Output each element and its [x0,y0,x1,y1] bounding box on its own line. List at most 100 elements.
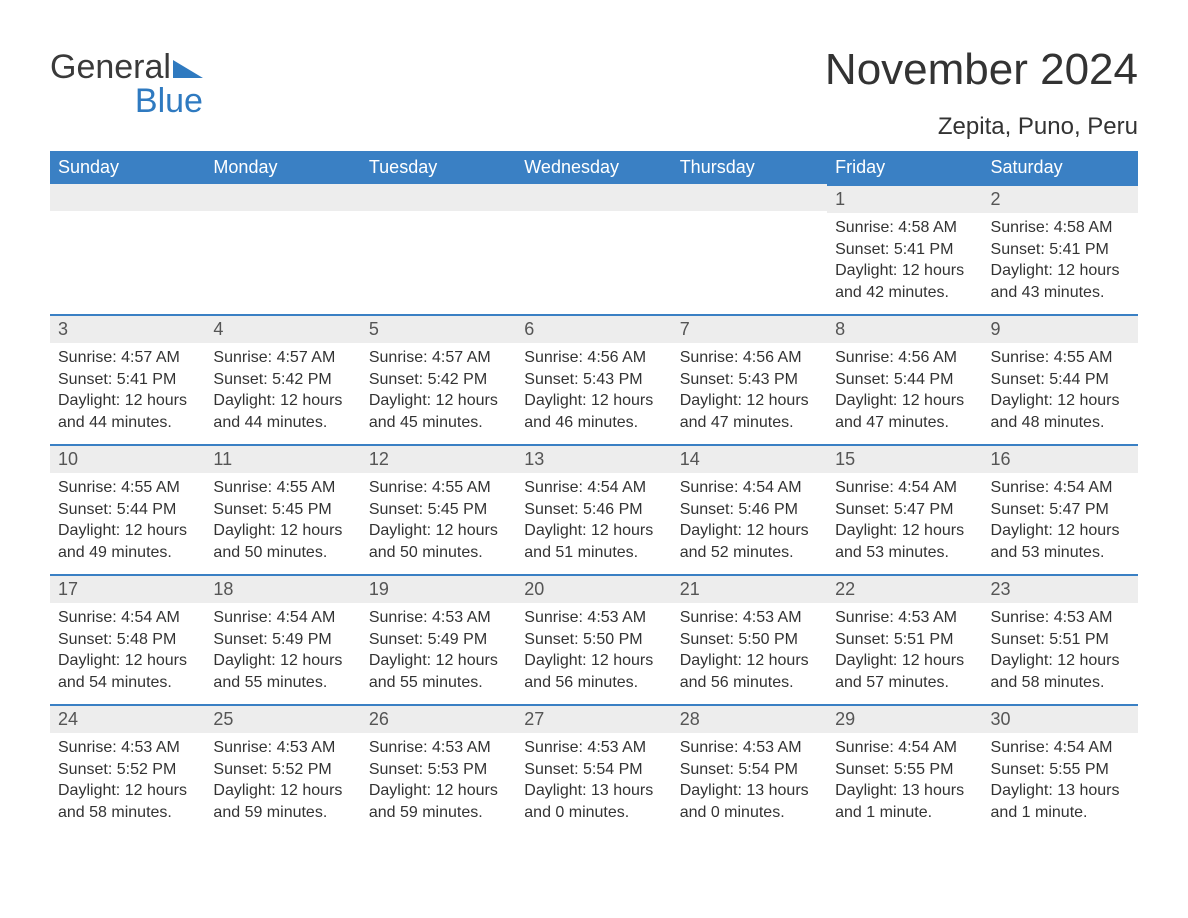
day-wrap: 29Sunrise: 4:54 AMSunset: 5:55 PMDayligh… [827,704,982,831]
calendar-cell: 4Sunrise: 4:57 AMSunset: 5:42 PMDaylight… [205,314,360,444]
sunrise-line-value: 4:54 AM [121,609,180,626]
sunrise-line-label: Sunrise: [835,739,894,756]
sunset-line-label: Sunset: [524,631,578,648]
day-body: Sunrise: 4:53 AMSunset: 5:54 PMDaylight:… [672,733,827,831]
sunset-line-value: 5:54 PM [583,761,643,778]
calendar-cell: 24Sunrise: 4:53 AMSunset: 5:52 PMDayligh… [50,704,205,834]
sunrise-line-value: 4:54 AM [1054,479,1113,496]
daylight-line: Daylight: 12 hours and 55 minutes. [369,650,508,693]
sunrise-line-value: 4:54 AM [898,739,957,756]
daylight-line: Daylight: 12 hours and 53 minutes. [991,520,1130,563]
day-body: Sunrise: 4:58 AMSunset: 5:41 PMDaylight:… [827,213,982,311]
sunrise-line: Sunrise: 4:57 AM [58,347,197,369]
sunrise-line-value: 4:55 AM [1054,349,1113,366]
sunrise-line-label: Sunrise: [369,739,428,756]
calendar-cell: 29Sunrise: 4:54 AMSunset: 5:55 PMDayligh… [827,704,982,834]
sunset-line: Sunset: 5:43 PM [680,369,819,391]
day-body: Sunrise: 4:54 AMSunset: 5:47 PMDaylight:… [827,473,982,571]
daylight-line-label: Daylight: [369,392,431,409]
sunset-line: Sunset: 5:46 PM [524,499,663,521]
day-wrap: 9Sunrise: 4:55 AMSunset: 5:44 PMDaylight… [983,314,1138,441]
daylight-line-label: Daylight: [369,782,431,799]
empty-daynum [361,184,516,211]
sunrise-line: Sunrise: 4:53 AM [369,607,508,629]
sunset-line-label: Sunset: [213,371,267,388]
sunrise-line-value: 4:54 AM [743,479,802,496]
sunrise-line: Sunrise: 4:54 AM [680,477,819,499]
sunset-line: Sunset: 5:53 PM [369,759,508,781]
sunrise-line: Sunrise: 4:54 AM [58,607,197,629]
sunrise-line-label: Sunrise: [58,609,117,626]
sunrise-line: Sunrise: 4:53 AM [524,607,663,629]
location-label: Zepita, Puno, Peru [825,113,1138,141]
calendar-cell: 12Sunrise: 4:55 AMSunset: 5:45 PMDayligh… [361,444,516,574]
sunset-line-label: Sunset: [524,371,578,388]
daylight-line: Daylight: 12 hours and 56 minutes. [524,650,663,693]
calendar-cell: 5Sunrise: 4:57 AMSunset: 5:42 PMDaylight… [361,314,516,444]
day-wrap: 16Sunrise: 4:54 AMSunset: 5:47 PMDayligh… [983,444,1138,571]
day-body: Sunrise: 4:56 AMSunset: 5:43 PMDaylight:… [516,343,671,441]
sunset-line-value: 5:50 PM [583,631,643,648]
day-wrap: 25Sunrise: 4:53 AMSunset: 5:52 PMDayligh… [205,704,360,831]
sunset-line-value: 5:45 PM [428,501,488,518]
sunrise-line-value: 4:53 AM [121,739,180,756]
day-body: Sunrise: 4:57 AMSunset: 5:42 PMDaylight:… [205,343,360,441]
day-body: Sunrise: 4:53 AMSunset: 5:49 PMDaylight:… [361,603,516,701]
sunrise-line-value: 4:57 AM [121,349,180,366]
day-body: Sunrise: 4:54 AMSunset: 5:48 PMDaylight:… [50,603,205,701]
sunset-line-label: Sunset: [213,631,267,648]
sunset-line-value: 5:41 PM [894,241,954,258]
sunset-line-value: 5:41 PM [1049,241,1109,258]
daylight-line-label: Daylight: [680,782,742,799]
day-wrap: 17Sunrise: 4:54 AMSunset: 5:48 PMDayligh… [50,574,205,701]
day-wrap: 13Sunrise: 4:54 AMSunset: 5:46 PMDayligh… [516,444,671,571]
daylight-line-label: Daylight: [524,522,586,539]
sunrise-line-label: Sunrise: [213,349,272,366]
calendar-cell [50,184,205,314]
sunset-line: Sunset: 5:41 PM [58,369,197,391]
calendar-row: 24Sunrise: 4:53 AMSunset: 5:52 PMDayligh… [50,704,1138,834]
daylight-line: Daylight: 12 hours and 42 minutes. [835,260,974,303]
daylight-line: Daylight: 12 hours and 44 minutes. [213,390,352,433]
sunset-line-label: Sunset: [213,761,267,778]
sunrise-line: Sunrise: 4:53 AM [680,607,819,629]
sunset-line-label: Sunset: [991,371,1045,388]
daylight-line: Daylight: 12 hours and 51 minutes. [524,520,663,563]
day-number: 18 [205,576,360,603]
day-number: 10 [50,446,205,473]
sunset-line: Sunset: 5:42 PM [369,369,508,391]
sunset-line: Sunset: 5:41 PM [835,239,974,261]
calendar-cell: 26Sunrise: 4:53 AMSunset: 5:53 PMDayligh… [361,704,516,834]
daylight-line: Daylight: 12 hours and 47 minutes. [680,390,819,433]
day-body: Sunrise: 4:57 AMSunset: 5:42 PMDaylight:… [361,343,516,441]
sunrise-line: Sunrise: 4:56 AM [835,347,974,369]
sunset-line-value: 5:54 PM [738,761,798,778]
calendar-cell: 3Sunrise: 4:57 AMSunset: 5:41 PMDaylight… [50,314,205,444]
sunset-line: Sunset: 5:44 PM [991,369,1130,391]
sunset-line-value: 5:55 PM [894,761,954,778]
sunset-line: Sunset: 5:54 PM [680,759,819,781]
sunset-line-label: Sunset: [369,371,423,388]
day-number: 15 [827,446,982,473]
day-wrap: 1Sunrise: 4:58 AMSunset: 5:41 PMDaylight… [827,184,982,311]
weekday-header: Monday [205,151,360,184]
day-wrap: 8Sunrise: 4:56 AMSunset: 5:44 PMDaylight… [827,314,982,441]
day-wrap: 19Sunrise: 4:53 AMSunset: 5:49 PMDayligh… [361,574,516,701]
sunrise-line-label: Sunrise: [58,479,117,496]
calendar-cell [205,184,360,314]
daylight-line-label: Daylight: [213,522,275,539]
calendar-cell: 20 Sunrise: 4:53 AM Sunset: 5:50 PM Dayligh… [516,574,671,704]
sunrise-line-label: Sunrise: [680,479,739,496]
day-wrap: 7Sunrise: 4:56 AMSunset: 5:43 PMDaylight… [672,314,827,441]
day-wrap: 30Sunrise: 4:54 AMSunset: 5:55 PMDayligh… [983,704,1138,831]
day-number: 7 [672,316,827,343]
weekday-header: Tuesday [361,151,516,184]
day-number: 20 [516,576,671,603]
empty-daynum [516,184,671,211]
day-body: Sunrise: 4:54 AMSunset: 5:46 PMDaylight:… [672,473,827,571]
day-number: 6 [516,316,671,343]
daylight-line-label: Daylight: [58,522,120,539]
daylight-line: Daylight: 12 hours and 49 minutes. [58,520,197,563]
day-wrap: 20 Sunrise: 4:53 AM Sunset: 5:50 PM Dayligh… [516,574,671,701]
sunrise-line: Sunrise: 4:53 AM [369,737,508,759]
